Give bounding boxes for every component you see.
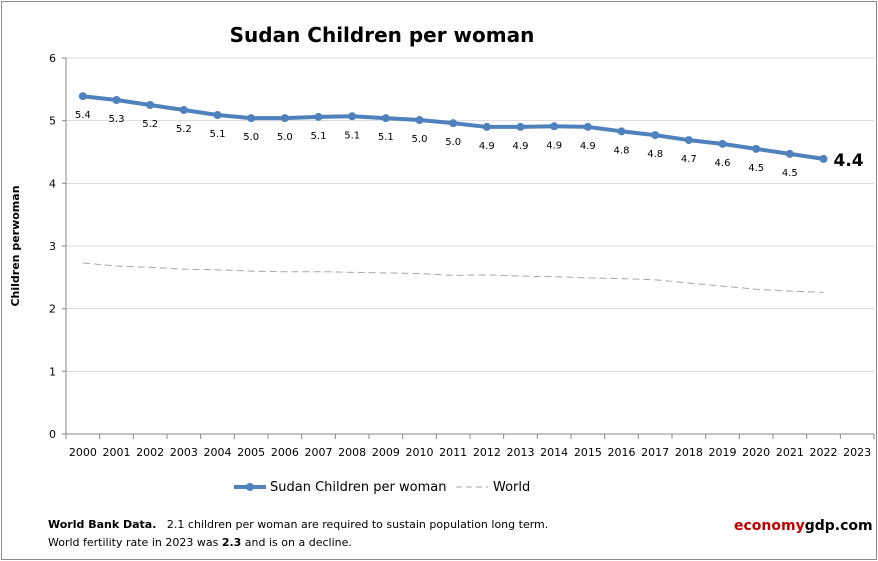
- sudan-data-label: 4.5: [782, 168, 798, 179]
- x-tick-label: 2019: [709, 446, 737, 459]
- sudan-data-label: 4.9: [546, 140, 562, 151]
- sudan-data-point: [247, 114, 256, 123]
- sudan-data-point: [785, 149, 794, 158]
- x-tick-label: 2003: [170, 446, 198, 459]
- sudan-data-point: [718, 139, 727, 148]
- sudan-data-label: 4.9: [479, 141, 495, 152]
- sudan-data-label: 5.3: [109, 114, 125, 125]
- chart-title: Sudan Children per woman: [230, 23, 535, 47]
- sudan-data-point: [415, 116, 424, 125]
- sudan-data-point: [684, 136, 693, 145]
- sudan-data-point: [583, 122, 592, 131]
- world-series-line: [82, 262, 824, 293]
- sudan-data-label: 4.7: [681, 154, 697, 165]
- x-tick-label: 2013: [507, 446, 535, 459]
- footnote-line1: 2.1 children per woman are required to s…: [166, 518, 549, 531]
- x-tick-label: 2009: [372, 446, 400, 459]
- y-tick-label: 2: [49, 303, 56, 316]
- x-tick-label: 2023: [843, 446, 871, 459]
- sudan-data-label: 5.0: [445, 137, 461, 148]
- x-tick-label: 2006: [271, 446, 299, 459]
- y-tick-label: 6: [49, 52, 56, 65]
- sudan-data-point: [146, 101, 155, 109]
- sudan-data-point: [516, 122, 525, 131]
- sudan-data-point: [381, 114, 390, 123]
- sudan-data-label: 5.0: [412, 134, 428, 145]
- sudan-data-point: [179, 106, 188, 115]
- x-tick-label: 2010: [406, 446, 434, 459]
- sudan-data-point: [112, 95, 121, 104]
- brand-logo: economygdp.com: [734, 518, 873, 534]
- legend-sudan-label: Sudan Children per woman: [270, 480, 446, 495]
- legend: Sudan Children per woman World: [234, 480, 530, 495]
- sudan-data-label: 5.1: [378, 132, 394, 143]
- sudan-data-point: [482, 122, 491, 131]
- sudan-data-point: [314, 112, 323, 121]
- sudan-data-label: 5.2: [176, 124, 192, 135]
- x-tick-label: 2015: [574, 446, 602, 459]
- sudan-last-value-label: 4.4: [834, 151, 864, 171]
- sudan-data-label: 4.9: [513, 141, 529, 152]
- sudan-data-label: 5.0: [243, 132, 259, 143]
- sudan-data-point: [617, 127, 626, 136]
- x-tick-label: 2002: [136, 446, 164, 459]
- sudan-data-label: 4.5: [748, 163, 764, 174]
- y-tick-label: 4: [49, 177, 56, 190]
- sudan-data-point: [348, 112, 357, 121]
- sudan-data-point: [819, 154, 828, 163]
- sudan-data-point: [213, 111, 222, 120]
- x-tick-label: 2008: [338, 446, 366, 459]
- footnote-line2: World fertility rate in 2023 was: [48, 536, 222, 549]
- sudan-data-label: 5.1: [210, 129, 226, 140]
- x-tick-label: 2004: [204, 446, 232, 459]
- sudan-data-label: 5.4: [75, 110, 91, 121]
- x-tick-label: 2016: [608, 446, 636, 459]
- y-tick-label: 0: [49, 428, 56, 441]
- legend-world-label: World: [493, 480, 530, 495]
- x-tick-label: 2012: [473, 446, 501, 459]
- x-tick-label: 2017: [641, 446, 669, 459]
- x-tick-label: 2021: [776, 446, 804, 459]
- sudan-data-point: [752, 144, 761, 153]
- sudan-data-point: [449, 119, 458, 128]
- footnote-world-value: 2.3: [221, 536, 242, 549]
- sudan-data-point: [550, 122, 559, 131]
- sudan-data-label: 5.1: [311, 131, 327, 142]
- x-tick-label: 2011: [439, 446, 467, 459]
- y-tick-label: 3: [49, 240, 56, 253]
- x-tick-label: 2014: [540, 446, 568, 459]
- footnote: World Bank Data. 2.1 children per woman …: [48, 516, 548, 552]
- brand-part2: gdp.com: [804, 518, 873, 534]
- sudan-data-label: 4.9: [580, 141, 596, 152]
- x-tick-label: 2001: [103, 446, 131, 459]
- legend-sudan-marker: [246, 483, 254, 491]
- y-axis-label: Children perwoman: [9, 185, 22, 306]
- x-tick-label: 2005: [237, 446, 265, 459]
- x-tick-label: 2020: [742, 446, 770, 459]
- sudan-data-label: 5.2: [142, 119, 158, 130]
- y-tick-label: 5: [49, 115, 56, 128]
- sudan-data-label: 4.8: [647, 149, 663, 160]
- sudan-series-line: [82, 94, 824, 161]
- sudan-data-label: 4.8: [614, 145, 630, 156]
- sudan-data-label: 5.0: [277, 132, 293, 143]
- y-tick-label: 1: [49, 365, 56, 378]
- sudan-data-point: [651, 131, 660, 140]
- sudan-data-point: [78, 92, 87, 101]
- brand-part1: economy: [734, 518, 805, 534]
- sudan-data-label: 5.1: [344, 130, 360, 141]
- footnote-line2-end: and is on a decline.: [241, 536, 352, 549]
- x-tick-label: 2018: [675, 446, 703, 459]
- sudan-data-point: [280, 114, 289, 123]
- x-tick-label: 2022: [810, 446, 838, 459]
- x-tick-label: 2007: [305, 446, 333, 459]
- sudan-data-label: 4.6: [715, 158, 731, 169]
- source-label: World Bank Data.: [48, 518, 157, 531]
- x-tick-label: 2000: [69, 446, 97, 459]
